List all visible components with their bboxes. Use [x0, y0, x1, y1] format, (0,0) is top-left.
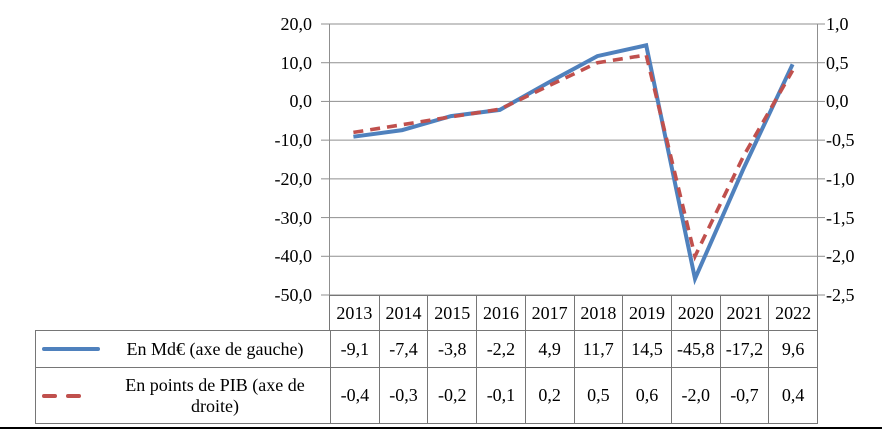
right-axis-tick-label: 0,5: [826, 52, 849, 73]
left-axis-tick-label: 10,0: [280, 52, 313, 73]
year-header-cell: 2014: [378, 296, 428, 330]
value-cell: -3,8: [427, 331, 476, 367]
right-axis-tick-label: 0,0: [826, 91, 849, 112]
left-axis-tick-label: 20,0: [280, 14, 313, 34]
right-axis-tick-label: -1,0: [826, 168, 855, 189]
value-cell: -7,4: [378, 331, 428, 367]
year-header-cell: 2016: [476, 296, 525, 330]
legend-swatch-dashed: [42, 393, 81, 398]
table-year-header-row: 2013 2014 2015 2016 2017 2018 2019 2020 2021 2022: [329, 295, 818, 330]
data-table: En Md€ (axe de gauche) -9,1 -7,4 -3,8 -2,2 4,…: [35, 330, 818, 424]
value-cell: -0,2: [427, 367, 477, 423]
value-cell: 0,5: [573, 367, 623, 423]
right-axis-tick-label: -2,5: [826, 285, 855, 305]
legend-swatch-solid: [42, 347, 100, 351]
value-cell: -45,8: [670, 331, 720, 367]
right-axis-tick-label: -2,0: [826, 246, 855, 267]
year-header-cell: 2013: [336, 302, 373, 323]
value-cell: 4,9: [524, 331, 574, 367]
legend-cell-series-1: En Md€ (axe de gauche): [36, 331, 330, 367]
right-axis-tick-label: -0,5: [826, 130, 855, 151]
value-cell: 9,6: [768, 331, 817, 367]
red-dashed-line-icon: [42, 393, 108, 398]
year-header-cell: 2022: [768, 296, 817, 330]
legend-dash: [42, 393, 57, 398]
year-header-cell: 2019: [622, 296, 671, 330]
legend-cell-series-2: En points de PIB (axe de droite): [36, 367, 330, 423]
value-cell: -0,4: [330, 367, 379, 423]
left-axis-tick-label: -40,0: [274, 246, 313, 267]
value-cell: -9,1: [330, 331, 379, 367]
value-cell: 0,4: [768, 367, 817, 423]
year-header-cell: 2015: [427, 296, 476, 330]
left-axis-tick-label: 0,0: [289, 91, 313, 112]
series-line-2: [353, 52, 795, 262]
value-cell: 14,5: [622, 331, 671, 367]
year-header-cell: 2020: [670, 296, 720, 330]
value-cell: -0,1: [476, 367, 525, 423]
value-cell: 0,6: [622, 367, 671, 423]
value-cell: -0,3: [378, 367, 428, 423]
blue-solid-line-icon: [42, 347, 108, 351]
left-axis-tick-label: -30,0: [274, 207, 313, 228]
left-axis-tick-label: -10,0: [274, 130, 313, 151]
right-axis-tick-label: 1,0: [826, 14, 849, 34]
value-cell: 11,7: [573, 331, 623, 367]
page-bottom-rule: [0, 427, 882, 429]
series-label: En Md€ (axe de gauche): [126, 338, 304, 359]
series-line-1: [353, 42, 795, 286]
year-header-cell: 2017: [524, 296, 574, 330]
year-header-cell: 2021: [719, 296, 769, 330]
series-label: En points de PIB (axe de droite): [125, 374, 305, 416]
value-cell: -17,2: [719, 331, 769, 367]
value-cell: 0,2: [524, 367, 574, 423]
left-axis-tick-label: -20,0: [274, 168, 313, 189]
legend-dash: [66, 393, 81, 398]
right-axis-tick-label: -1,5: [826, 207, 855, 228]
year-header-cell: 2018: [573, 296, 623, 330]
value-cell: -0,7: [719, 367, 769, 423]
value-cell: -2,0: [670, 367, 720, 423]
value-cell: -2,2: [476, 331, 525, 367]
left-axis-tick-label: -50,0: [274, 285, 313, 305]
